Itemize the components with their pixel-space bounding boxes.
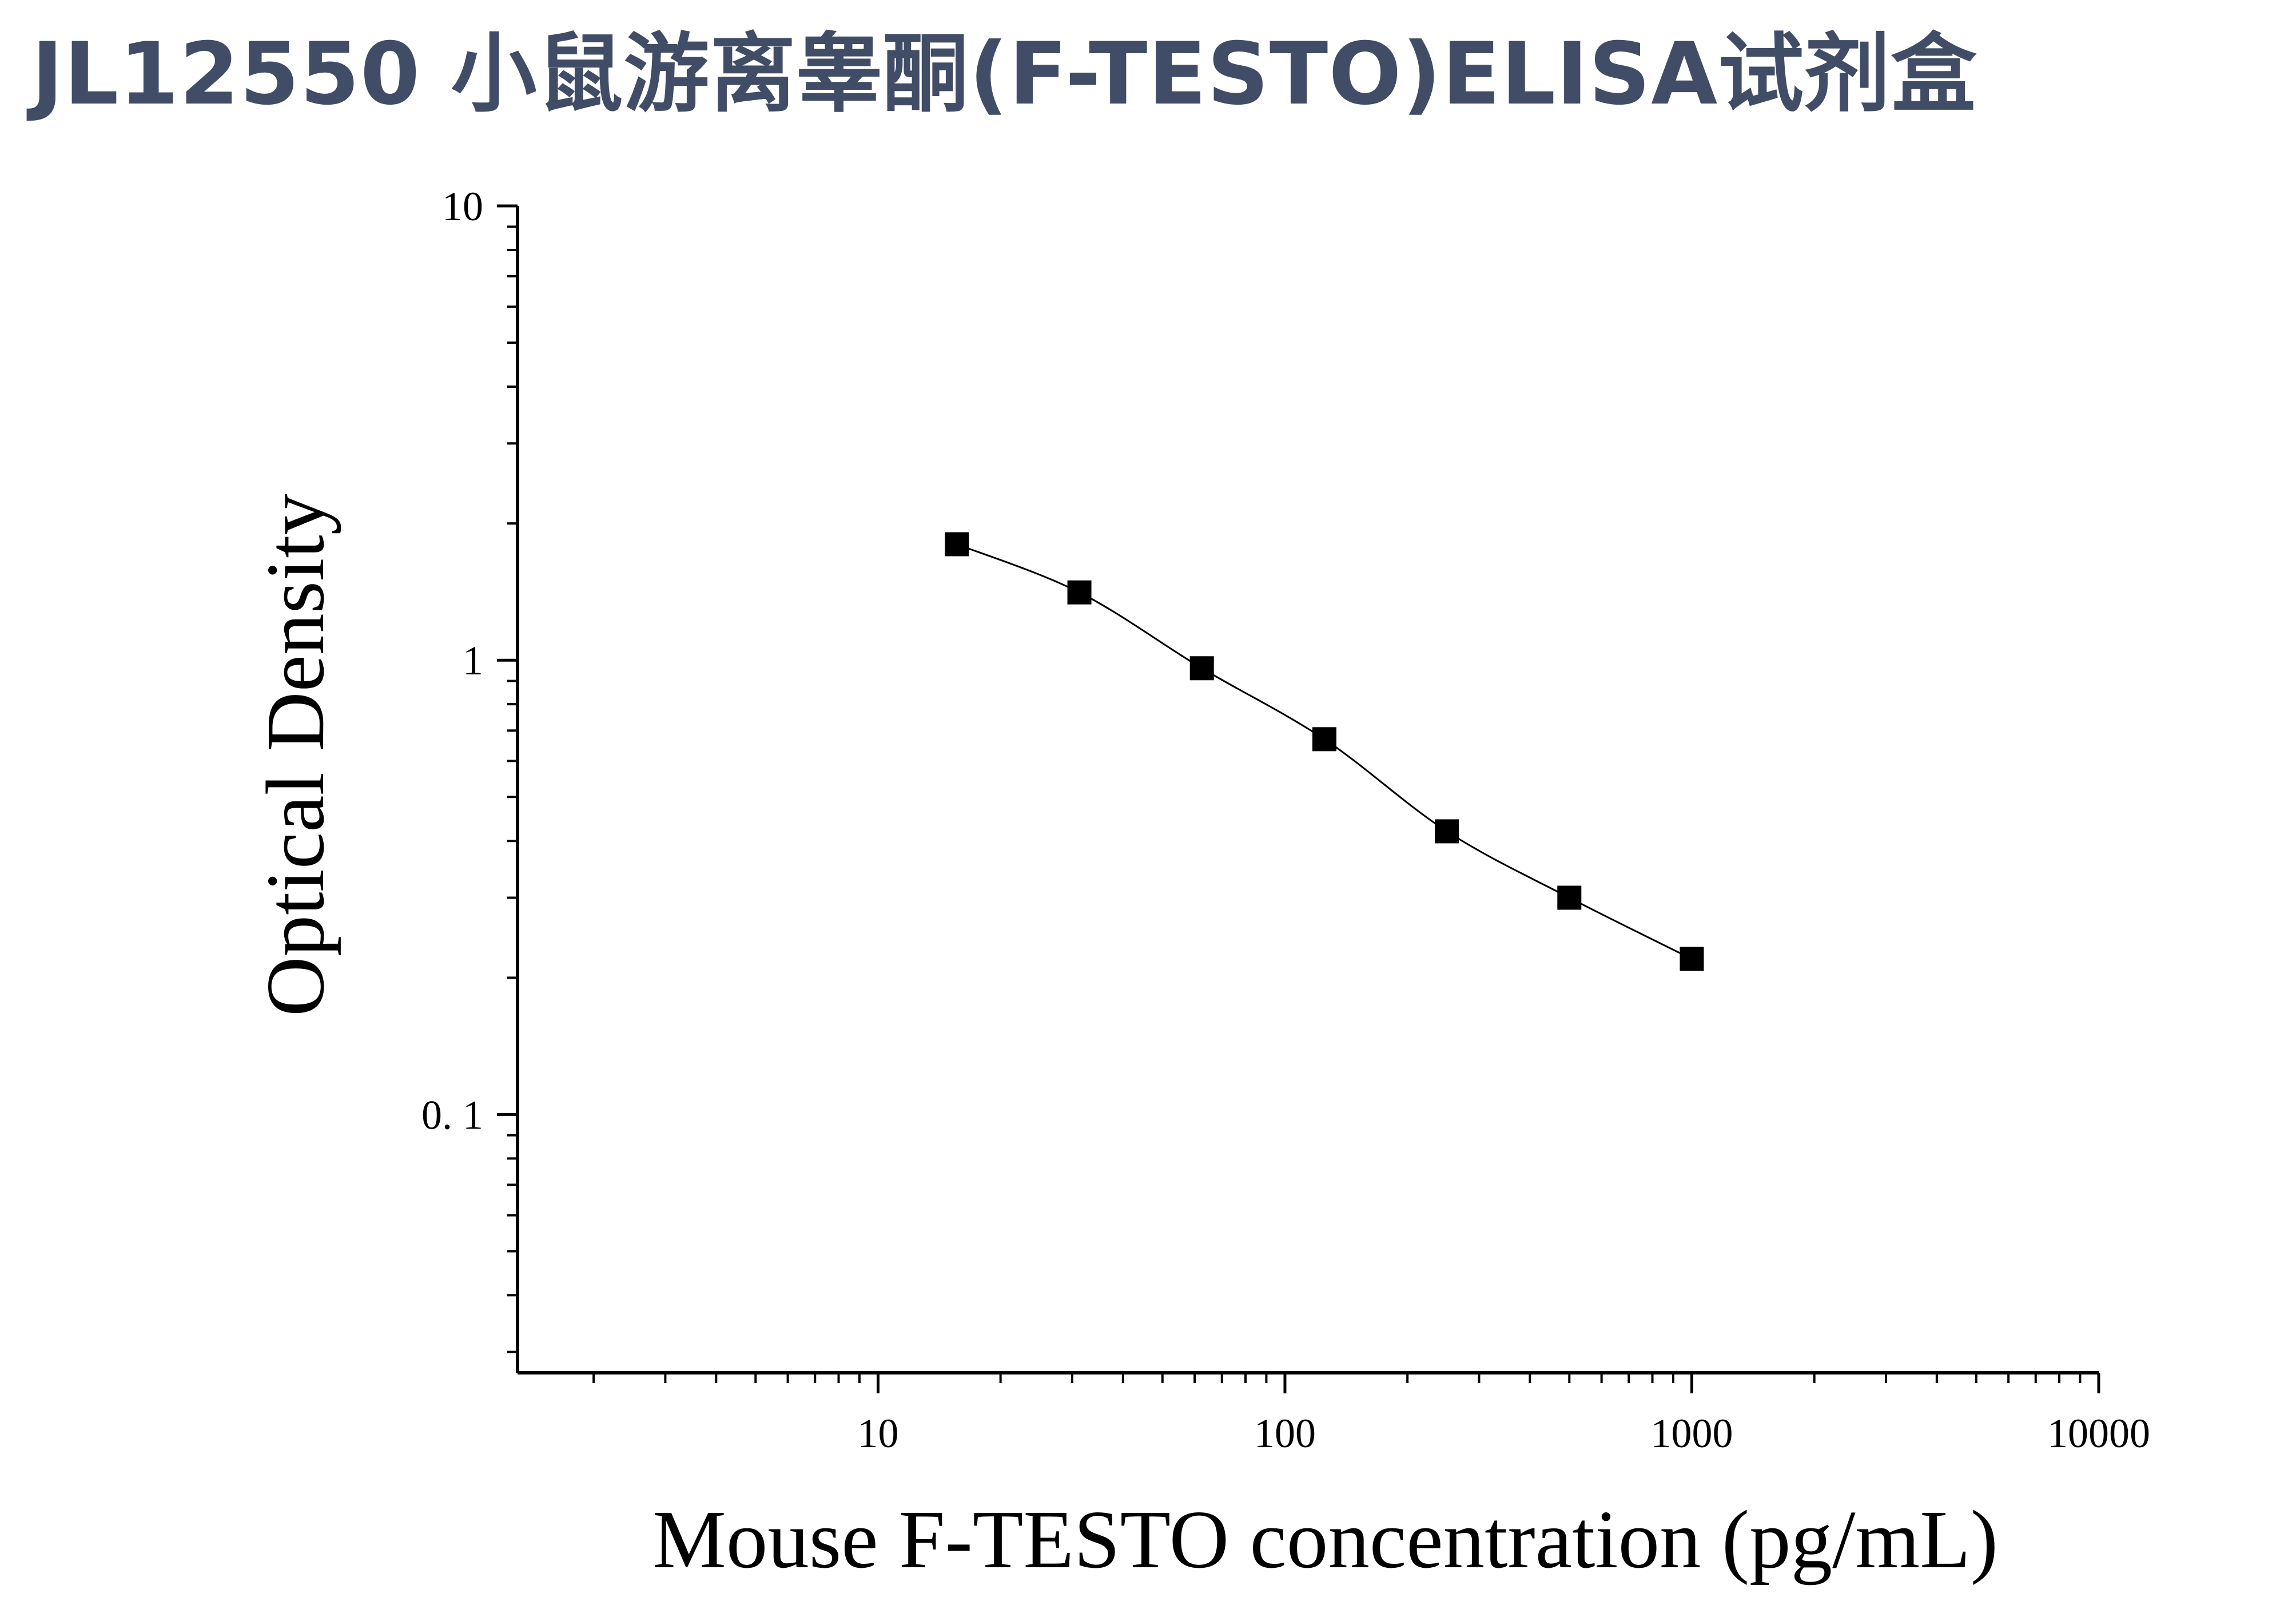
- y-axis-title: Optical Density: [250, 494, 341, 1016]
- y-tick-label: 1: [463, 638, 483, 684]
- data-point-marker: [945, 532, 969, 557]
- x-tick-label: 10000: [2047, 1411, 2150, 1456]
- data-point-marker: [1435, 819, 1459, 844]
- data-markers: [945, 532, 1704, 971]
- data-point-marker: [1067, 580, 1092, 605]
- fit-curve-layer: [956, 543, 1693, 960]
- x-tick-label: 1000: [1650, 1411, 1733, 1456]
- x-tick-label: 100: [1254, 1411, 1316, 1456]
- y-tick-label: 10: [442, 184, 483, 229]
- data-point-marker: [1680, 947, 1704, 971]
- axes: 10 100 1000 10000 0. 1 1 10: [421, 184, 2150, 1456]
- x-tick-label: 10: [857, 1411, 898, 1456]
- data-point-marker: [1312, 727, 1336, 752]
- data-point-marker: [1189, 656, 1214, 681]
- data-point-marker: [1557, 885, 1582, 910]
- fit-curve: [956, 543, 1693, 960]
- y-tick-label: 0. 1: [421, 1092, 483, 1138]
- x-axis-title: Mouse F-TESTO concentration (pg/mL): [652, 1494, 1998, 1586]
- page-title: JL12550 小鼠游离睾酮(F-TESTO)ELISA试剂盒: [31, 25, 1977, 124]
